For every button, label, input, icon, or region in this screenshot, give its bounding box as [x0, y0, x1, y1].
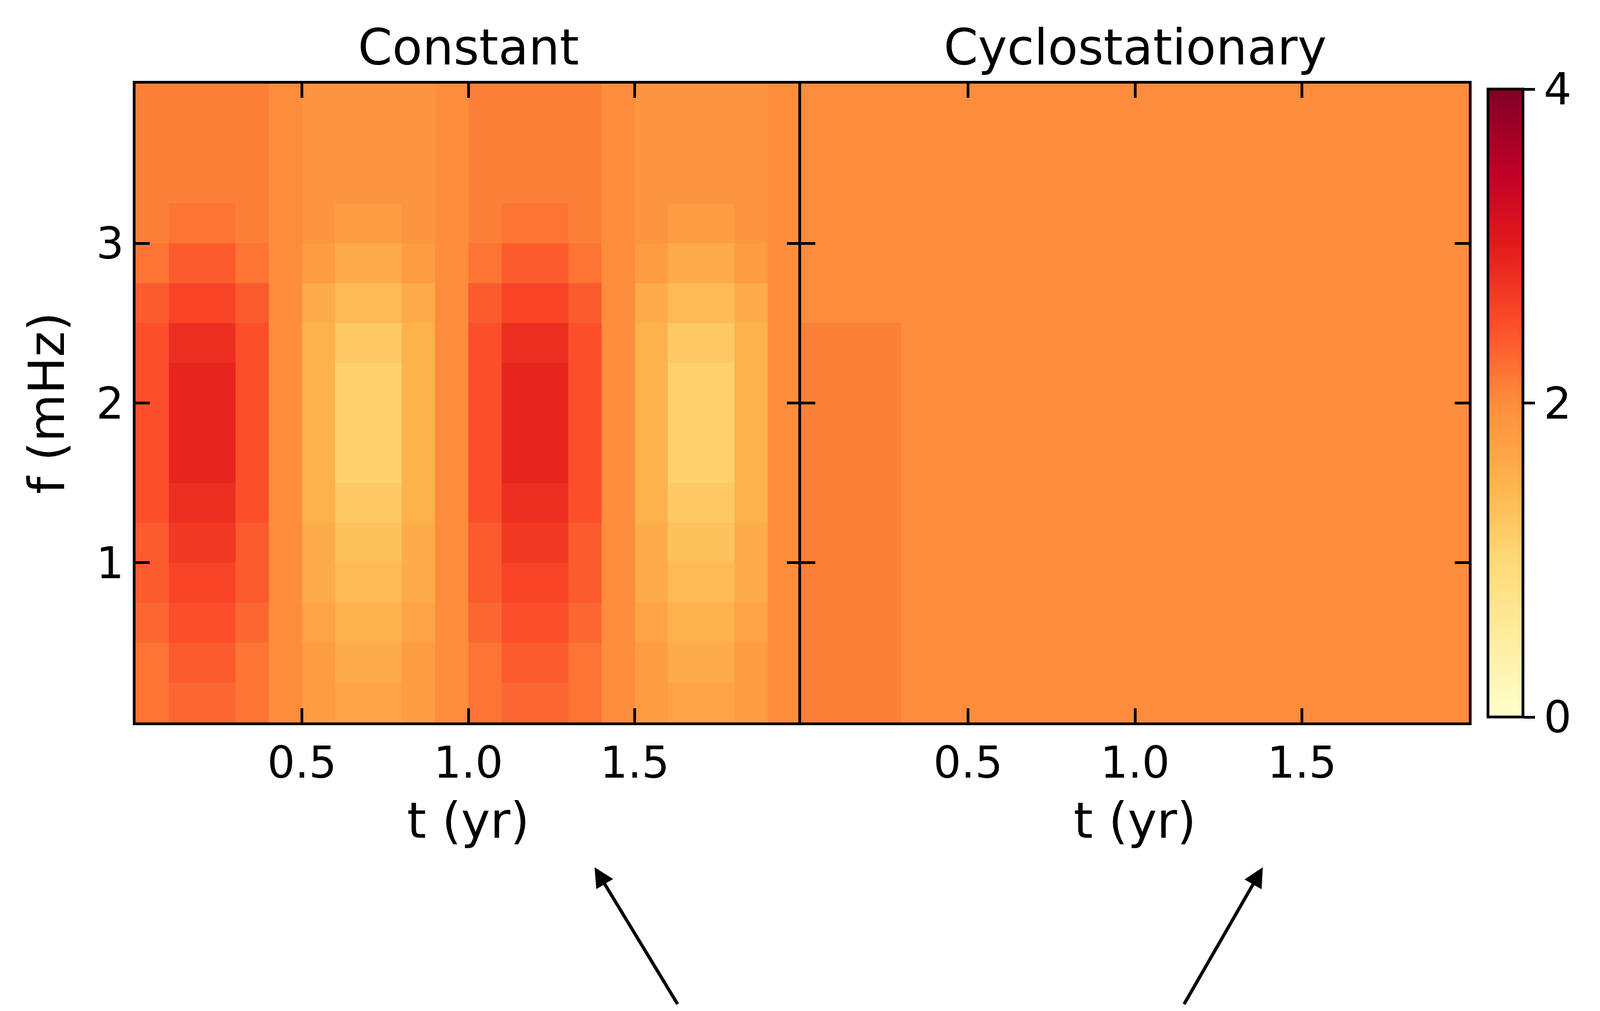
- svg-text:1.0: 1.0: [1100, 737, 1170, 788]
- svg-text:2: 2: [96, 378, 125, 429]
- svg-text:Constant: Constant: [357, 18, 580, 76]
- svg-text:t (yr): t (yr): [407, 791, 530, 850]
- svg-text:0: 0: [1543, 691, 1572, 743]
- svg-text:0.5: 0.5: [933, 737, 1003, 788]
- svg-text:1.0: 1.0: [433, 737, 503, 788]
- svg-text:0.5: 0.5: [267, 737, 337, 788]
- svg-text:1.5: 1.5: [1267, 737, 1337, 788]
- svg-text:3: 3: [96, 218, 125, 269]
- svg-text:Cyclostationary: Cyclostationary: [943, 18, 1327, 76]
- svg-text:4: 4: [1543, 63, 1572, 115]
- svg-text:f (mHz): f (mHz): [18, 312, 76, 494]
- svg-text:1: 1: [96, 537, 125, 589]
- svg-text:t (yr): t (yr): [1073, 791, 1197, 850]
- svg-text:2: 2: [1543, 378, 1572, 429]
- svg-text:1.5: 1.5: [600, 737, 670, 788]
